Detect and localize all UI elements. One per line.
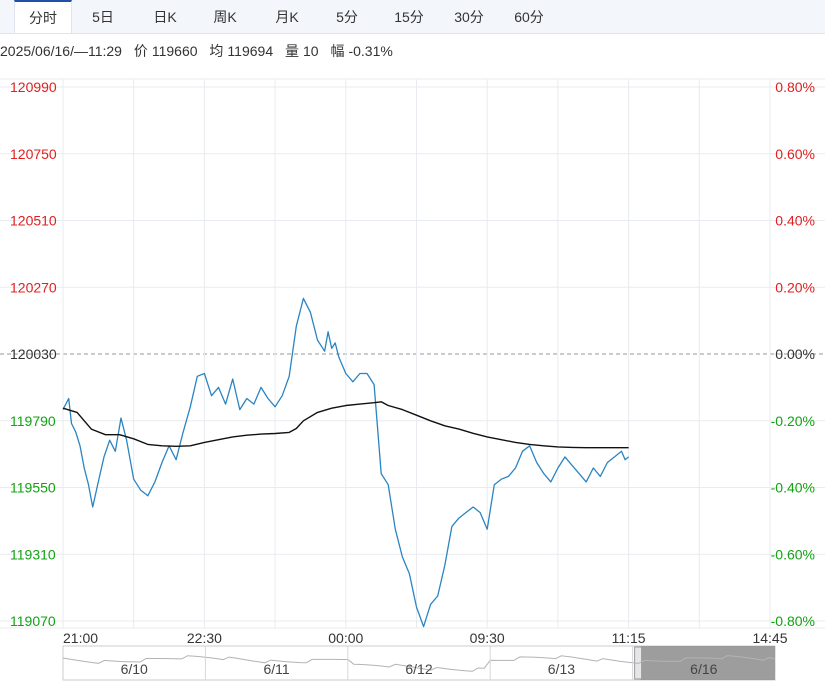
y-tick-left: 119070	[10, 613, 56, 629]
change-value: -0.31%	[348, 43, 393, 59]
quote-datetime: 2025/06/16/—11:29	[0, 43, 122, 59]
tab-daily-k[interactable]: 日K	[153, 9, 177, 25]
tab-5day[interactable]: 5日	[92, 9, 114, 25]
date-navigator[interactable]: 6/10 6/11 6/12 6/13 6/16	[62, 645, 776, 681]
y-tick-right: 0.60%	[775, 146, 815, 162]
tab-15min[interactable]: 15分	[394, 9, 424, 25]
navigator-date-label[interactable]: 6/16	[690, 661, 717, 677]
quote-info-bar: 2025/06/16/—11:29 价 119660 均 119694 量 10 幅-…	[0, 41, 401, 61]
navigator-date-label[interactable]: 6/12	[405, 661, 432, 677]
y-tick-left: 120990	[10, 79, 57, 95]
price-label: 价	[133, 43, 148, 59]
x-tick-label: 09:30	[470, 630, 505, 646]
navigator-date-label[interactable]: 6/13	[548, 661, 575, 677]
y-tick-left: 119550	[10, 480, 56, 496]
y-tick-left: 120510	[10, 213, 57, 229]
tab-30min[interactable]: 30分	[454, 9, 484, 25]
y-tick-right: -0.60%	[771, 546, 815, 562]
y-tick-right: -0.80%	[771, 613, 815, 629]
price-value: 119660	[151, 43, 198, 59]
y-tick-left: 120270	[10, 279, 57, 295]
volume-value: 10	[303, 43, 319, 59]
x-tick-label: 00:00	[328, 630, 363, 646]
average-line	[62, 401, 629, 449]
change-label: 幅	[330, 43, 345, 59]
x-tick-label: 14:45	[752, 630, 787, 646]
tab-weekly-k[interactable]: 周K	[213, 9, 237, 25]
volume-label: 量	[285, 43, 299, 59]
navigator-date-label[interactable]: 6/11	[263, 661, 289, 677]
y-axis-left: 120990 120750 120510 120270 120030 119790 1195…	[10, 79, 57, 629]
series-lines	[62, 297, 630, 628]
x-axis: 21:00 22:30 00:00 09:30 11:15 14:45	[63, 630, 788, 646]
y-tick-right: 0.40%	[775, 213, 815, 229]
avg-label: 均	[209, 43, 224, 59]
navigator-trace	[62, 655, 776, 672]
y-tick-right: 0.00%	[775, 346, 815, 362]
period-tabs: 分时 5日 日K 周K 月K 5分 15分 30分 60分	[0, 0, 825, 34]
y-axis-right: 0.80% 0.60% 0.40% 0.20% 0.00% -0.20% -0.40% -0.…	[771, 79, 815, 629]
tab-60min[interactable]: 60分	[514, 9, 544, 25]
tab-intraday[interactable]: 分时	[14, 0, 72, 33]
y-tick-left: 120750	[10, 146, 57, 162]
x-tick-label: 21:00	[63, 630, 98, 646]
navigator-date-label[interactable]: 6/10	[121, 661, 148, 677]
avg-value: 119694	[227, 43, 274, 59]
y-tick-right: 0.80%	[775, 79, 815, 95]
chart-grid	[0, 78, 825, 629]
x-tick-label: 22:30	[187, 630, 222, 646]
y-tick-right: -0.40%	[771, 480, 815, 496]
y-tick-right: 0.20%	[775, 279, 815, 295]
navigator-selection[interactable]	[640, 646, 775, 680]
y-tick-left: 120030	[10, 346, 57, 362]
x-tick-label: 11:15	[612, 630, 646, 646]
y-tick-right: -0.20%	[771, 413, 815, 429]
tab-monthly-k[interactable]: 月K	[275, 9, 299, 25]
y-tick-left: 119790	[10, 413, 56, 429]
tab-5min[interactable]: 5分	[336, 9, 358, 25]
price-line	[62, 297, 630, 628]
y-tick-left: 119310	[10, 546, 56, 562]
